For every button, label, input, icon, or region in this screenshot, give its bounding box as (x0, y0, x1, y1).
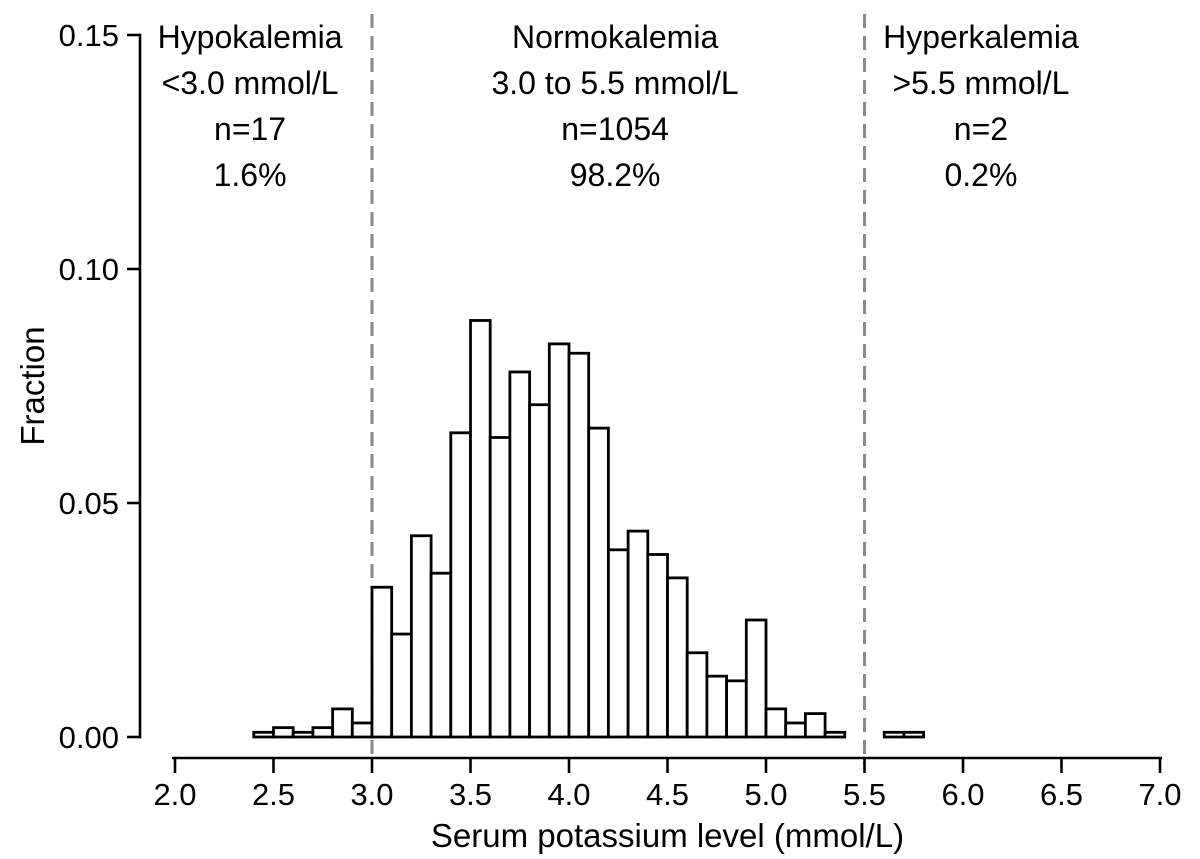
histogram-bar (350, 721, 374, 739)
annotation-line: 0.2% (944, 157, 1017, 193)
y-tick-label: 0.15 (59, 18, 119, 53)
histogram-bar (607, 548, 630, 739)
histogram-bar (685, 651, 709, 739)
histogram-bar (528, 403, 551, 739)
y-tick-label: 0.10 (59, 252, 119, 287)
annotation-line: n=17 (214, 111, 286, 147)
histogram-bar (587, 426, 610, 739)
histogram-bar (705, 674, 729, 739)
annotation-line: 98.2% (570, 157, 661, 193)
histogram-bar (823, 730, 847, 739)
x-tick-label: 3.0 (350, 777, 393, 812)
x-tick-label: 4.0 (547, 777, 590, 812)
annotation-line: 1.6% (214, 157, 287, 193)
x-tick-label: 6.5 (1040, 777, 1083, 812)
histogram-bar (449, 431, 472, 739)
annotation-line: >5.5 mmol/L (892, 65, 1069, 101)
histogram-bar (646, 553, 669, 739)
histogram-bar (311, 726, 334, 739)
histogram-bar (764, 707, 788, 739)
y-axis-title: Fraction (14, 326, 51, 445)
histogram-bar (469, 319, 492, 739)
histogram-bar (390, 632, 413, 739)
x-axis-title: Serum potassium level (mmol/L) (431, 817, 904, 854)
annotation-line: Normokalemia (512, 19, 718, 55)
histogram-bar (331, 707, 354, 739)
y-tick-label: 0.00 (59, 720, 119, 755)
histogram-bar (291, 730, 315, 739)
histogram-bar (744, 618, 768, 739)
histogram-bar (252, 730, 275, 739)
histogram-bar (804, 712, 827, 739)
annotation-line: <3.0 mmol/L (162, 65, 339, 101)
x-tick-label: 5.0 (744, 777, 787, 812)
histogram-bar (666, 576, 689, 739)
histogram-bar (272, 726, 295, 739)
histogram-bar (508, 370, 531, 739)
annotation-line: n=1054 (561, 111, 669, 147)
histogram-bar (567, 351, 591, 739)
histogram-bar (488, 436, 512, 739)
histogram-bar (882, 730, 906, 739)
histogram-bar (784, 721, 807, 739)
x-tick-label: 2.5 (252, 777, 295, 812)
histogram-bar (409, 534, 433, 739)
annotation-line: 3.0 to 5.5 mmol/L (491, 65, 738, 101)
histogram-bar (626, 529, 650, 739)
x-tick-label: 5.5 (843, 777, 886, 812)
x-tick-label: 6.0 (941, 777, 984, 812)
histogram-bar (429, 571, 453, 739)
annotation-line: n=2 (954, 111, 1008, 147)
histogram-bar (725, 679, 748, 739)
y-tick-label: 0.05 (59, 486, 119, 521)
annotation-line: Hyperkalemia (883, 19, 1079, 55)
annotation-line: Hypokalemia (158, 19, 343, 55)
histogram-bar (902, 730, 926, 739)
x-tick-label: 2.0 (153, 777, 196, 812)
x-tick-label: 4.5 (646, 777, 689, 812)
histogram-bar (547, 342, 571, 739)
x-tick-label: 7.0 (1138, 777, 1181, 812)
x-tick-label: 3.5 (449, 777, 492, 812)
histogram-bar (370, 585, 394, 739)
